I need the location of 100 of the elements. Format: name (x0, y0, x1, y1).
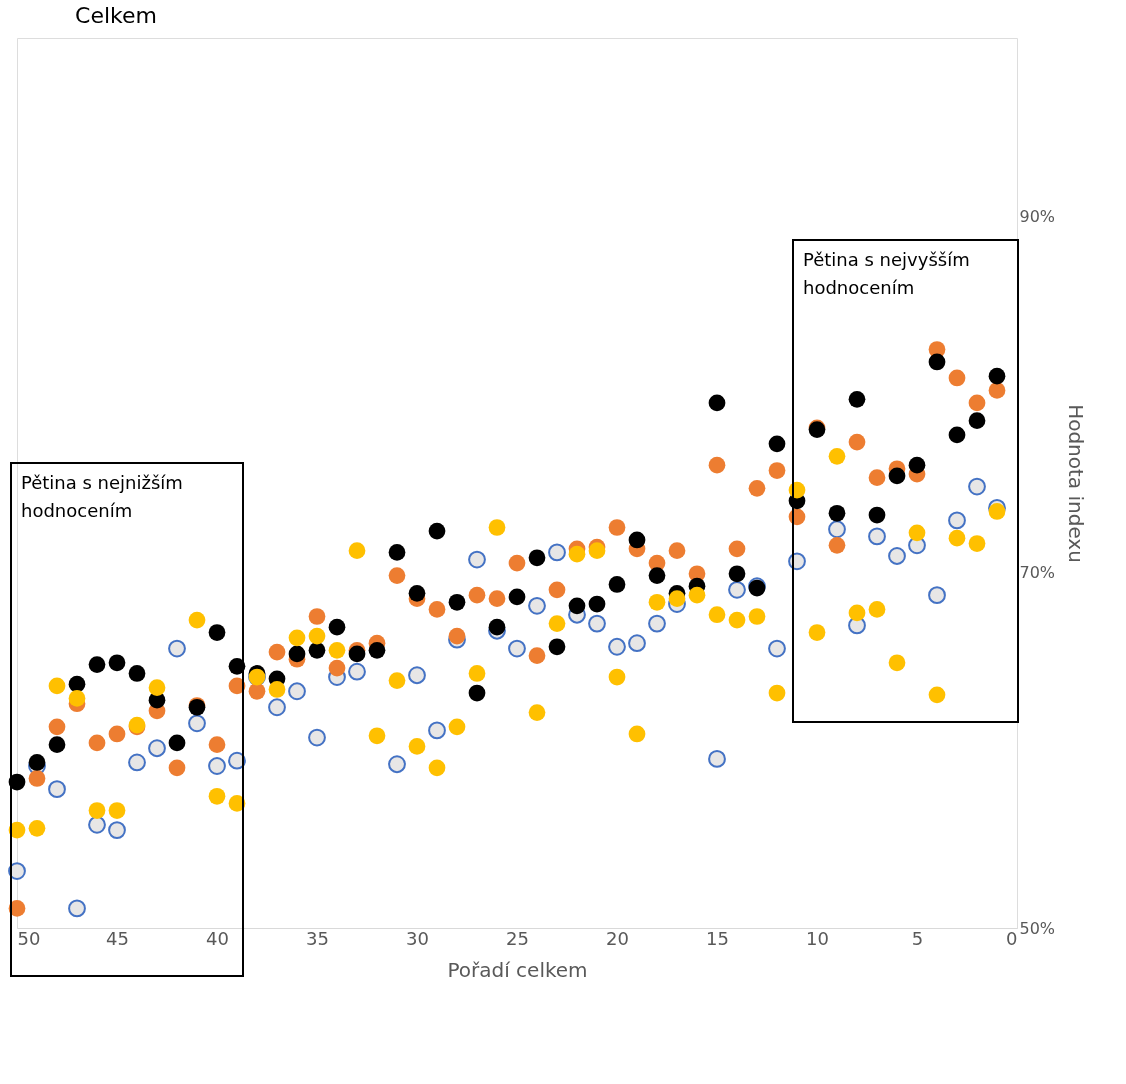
point (308, 728, 326, 747)
point (168, 734, 186, 752)
point (888, 547, 906, 565)
point (288, 682, 306, 701)
point (88, 734, 106, 752)
point (208, 757, 226, 775)
point (708, 394, 726, 412)
point (568, 597, 586, 615)
point (728, 611, 746, 629)
x-axis-title: Pořadí celkem (447, 957, 588, 982)
point (128, 753, 146, 772)
point (428, 522, 446, 540)
x-tick-label: 35 (306, 927, 329, 949)
point (528, 704, 546, 721)
point (728, 540, 746, 558)
point (888, 467, 906, 485)
point (648, 593, 666, 611)
point (468, 586, 486, 604)
point (828, 504, 846, 522)
point (968, 535, 986, 552)
point (168, 759, 186, 777)
point (468, 550, 486, 569)
point (48, 718, 66, 736)
point (548, 581, 566, 599)
point (628, 634, 646, 653)
point (108, 821, 126, 839)
point (188, 714, 206, 733)
point (48, 736, 66, 754)
point (588, 614, 606, 633)
point (828, 520, 846, 539)
point (288, 645, 306, 663)
point (388, 755, 406, 774)
point (308, 641, 326, 659)
point (988, 503, 1006, 520)
point (528, 596, 546, 615)
point (28, 770, 46, 787)
point (388, 544, 406, 561)
x-tick-label: 30 (406, 927, 429, 949)
point (88, 815, 106, 834)
point (628, 725, 646, 743)
point (348, 645, 366, 663)
point (908, 524, 926, 542)
point (468, 684, 486, 702)
point (148, 739, 166, 758)
point (868, 469, 886, 487)
point (428, 721, 446, 740)
point (168, 639, 186, 658)
annotation: Pětina s nejnižším hodnocením (21, 472, 183, 521)
point (848, 390, 866, 408)
point (368, 727, 386, 745)
point (268, 681, 286, 698)
point (668, 590, 686, 608)
point (968, 412, 986, 430)
point (868, 601, 886, 618)
point (208, 787, 226, 805)
point (808, 624, 826, 641)
point (428, 759, 446, 777)
point (988, 382, 1006, 399)
point (508, 554, 526, 572)
point (608, 519, 626, 536)
point (108, 654, 126, 672)
point (468, 665, 486, 682)
point (268, 698, 286, 717)
x-tick-label: 5 (911, 927, 924, 949)
y-axis-title: Hodnota indexu (1064, 404, 1089, 563)
point (868, 527, 886, 546)
point (48, 677, 66, 695)
point (388, 567, 406, 584)
x-tick-label: 20 (606, 927, 629, 949)
point (108, 802, 126, 819)
point (88, 656, 106, 673)
point (288, 629, 306, 647)
point (508, 588, 526, 606)
point (548, 638, 566, 656)
y-tick-label: 90% (1019, 206, 1056, 226)
point (828, 536, 846, 554)
point (628, 531, 646, 549)
point (548, 615, 566, 632)
point (408, 666, 426, 685)
point (948, 369, 966, 387)
point (928, 586, 946, 605)
point (648, 567, 666, 584)
point (28, 819, 46, 837)
point (68, 690, 86, 707)
point (88, 802, 106, 819)
point (48, 780, 66, 799)
point (328, 641, 346, 659)
point (28, 754, 46, 771)
point (988, 367, 1006, 385)
point (908, 456, 926, 474)
chart-title: Celkem (75, 3, 158, 28)
point (488, 590, 506, 608)
point (648, 614, 666, 633)
point (488, 618, 506, 636)
point (148, 679, 166, 697)
point (408, 585, 426, 602)
point (708, 606, 726, 624)
point (748, 479, 766, 497)
point (848, 604, 866, 622)
point (68, 899, 86, 918)
